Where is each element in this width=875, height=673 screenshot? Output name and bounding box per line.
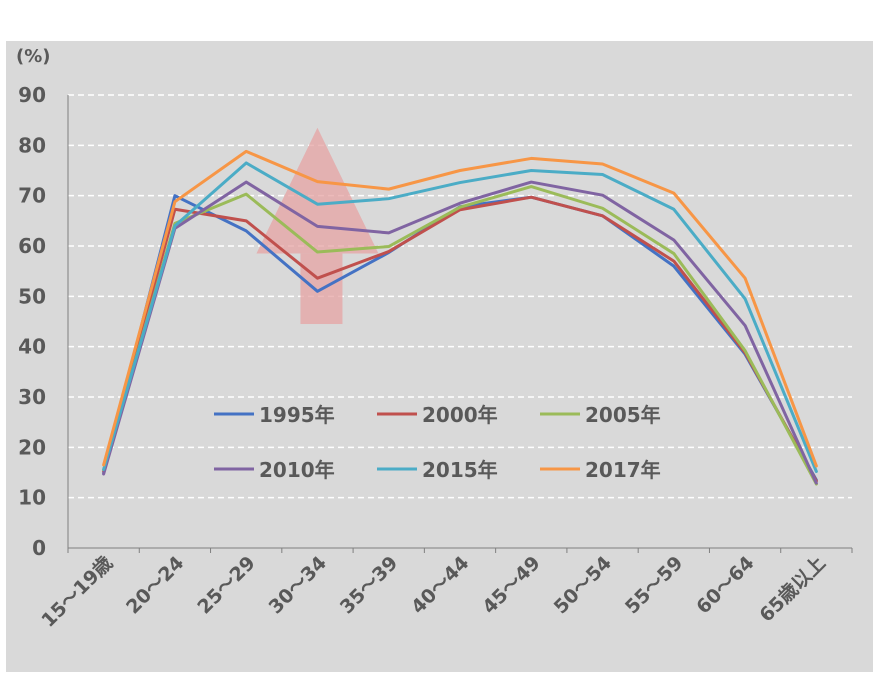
y-tick-label: 10 [18, 486, 46, 510]
annotation-arrow-head [256, 127, 379, 254]
x-tick-label: 15～19歳 [37, 552, 117, 632]
series-line [102, 195, 818, 483]
y-tick-label: 60 [18, 234, 46, 258]
y-tick-label: 0 [32, 536, 46, 560]
x-tick-label: 30～34 [265, 552, 331, 618]
legend-label: 2017年 [585, 458, 661, 482]
series-line [102, 185, 818, 486]
y-tick-label: 40 [18, 335, 46, 359]
y-axis-label: (%) [16, 46, 51, 67]
x-tick-label: 40～44 [407, 552, 473, 618]
legend-label: 2015年 [422, 458, 498, 482]
legend: 1995年 2000年 2005年 2010年 2015年 2017年 [214, 403, 661, 482]
x-tick-label: 45～49 [478, 552, 544, 618]
series-line [102, 194, 818, 482]
series-layer [102, 149, 818, 486]
y-tick-label: 70 [18, 184, 46, 208]
x-tick-label: 55～59 [621, 552, 687, 618]
x-tick-label: 25～29 [193, 552, 259, 618]
legend-label: 2000年 [422, 403, 498, 427]
y-tick-label: 30 [18, 385, 46, 409]
chart-frame [6, 41, 873, 672]
series-line [102, 149, 818, 468]
axes: 0 10 20 30 40 50 60 70 80 90 15～19歳 20～24 25～29 30～34… [18, 83, 853, 632]
series-line [102, 161, 818, 473]
series-line [102, 180, 818, 485]
y-tick-label: 90 [18, 83, 46, 107]
x-tick-label: 35～39 [336, 552, 402, 618]
y-tick-label: 80 [18, 133, 46, 157]
legend-label: 2010年 [259, 458, 335, 482]
y-tick-label: 20 [18, 435, 46, 459]
x-tick-label: 65歳以上 [755, 552, 830, 627]
x-tick-label: 50～54 [550, 552, 616, 618]
x-tick-label: 20～24 [122, 552, 188, 618]
gridlines [68, 94, 852, 499]
y-tick-label: 50 [18, 284, 46, 308]
x-tick-label: 60～64 [692, 552, 758, 618]
legend-label: 2005年 [585, 403, 661, 427]
legend-label: 1995年 [259, 403, 335, 427]
